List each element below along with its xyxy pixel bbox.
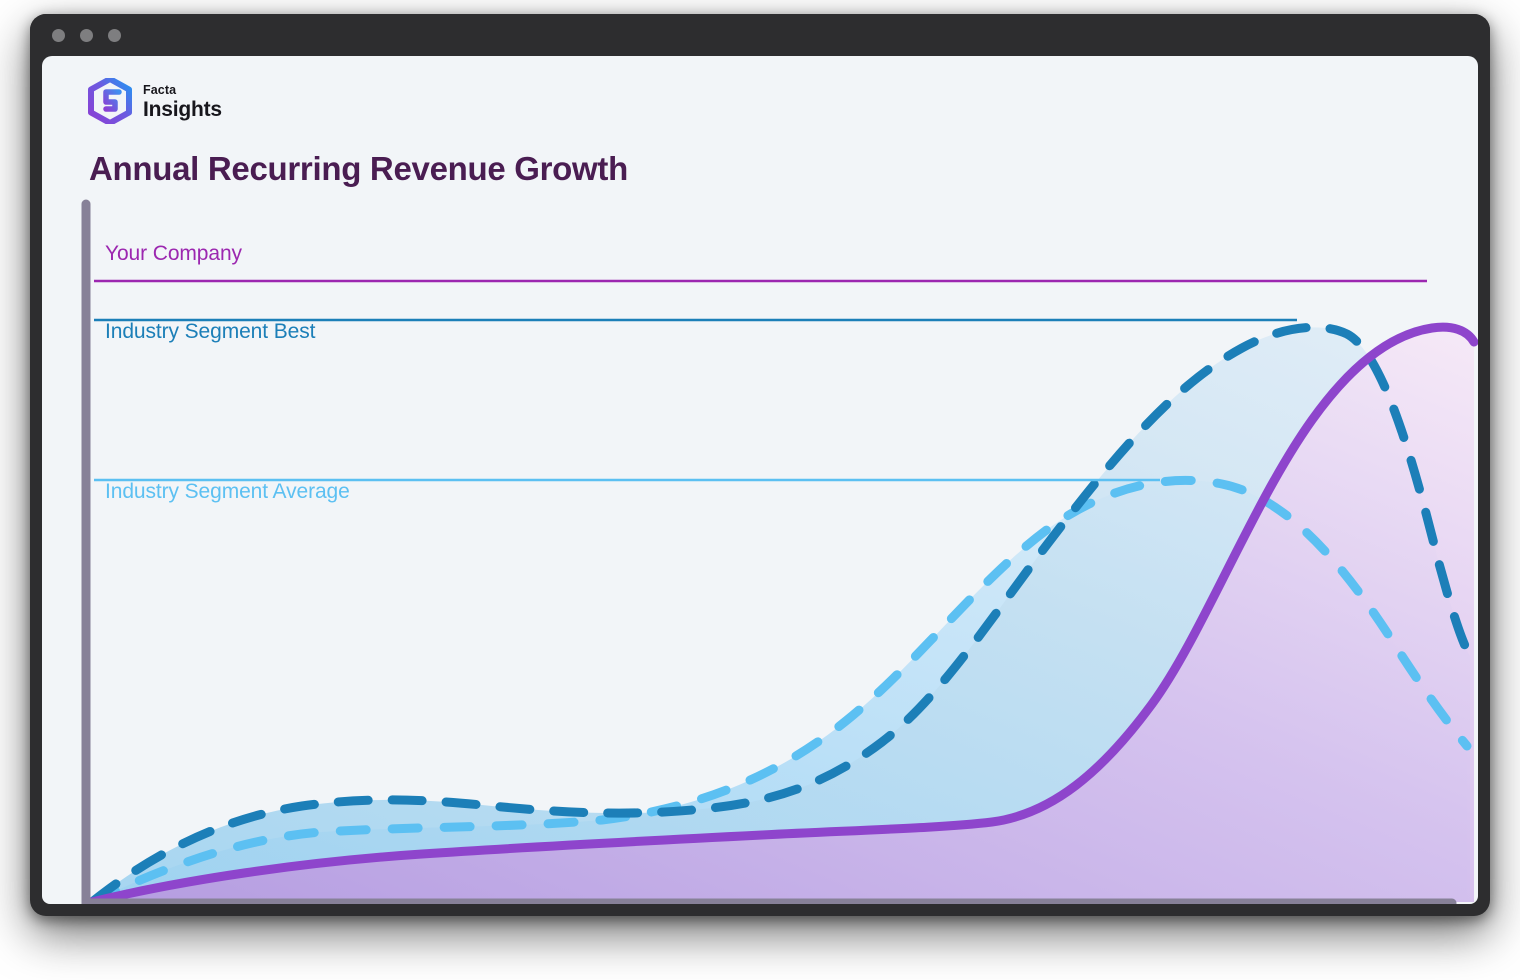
legend-label-industry-best: Industry Segment Best xyxy=(105,320,316,343)
legend-label-your-company: Your Company xyxy=(105,242,242,265)
arr-growth-chart: Your Company Industry Segment Best Indus… xyxy=(42,56,1478,904)
maximize-icon[interactable] xyxy=(108,28,121,42)
app-window: Facta Insights Annual Recurring Revenue … xyxy=(30,14,1490,916)
line-industry-average xyxy=(87,475,1472,904)
brand-wordmark: Facta Insights xyxy=(143,82,222,121)
close-icon[interactable] xyxy=(52,28,65,42)
window-content: Facta Insights Annual Recurring Revenue … xyxy=(42,56,1478,904)
brand-name-bottom: Insights xyxy=(143,98,222,122)
facta-hexagon-logo-icon xyxy=(88,78,132,124)
minimize-icon[interactable] xyxy=(80,28,93,42)
legend-label-industry-average: Industry Segment Average xyxy=(105,480,350,503)
brand-name-top: Facta xyxy=(143,82,177,97)
chart-canvas xyxy=(81,199,1478,904)
area-fill-your-company xyxy=(92,327,1474,902)
window-titlebar[interactable] xyxy=(30,14,1490,56)
line-industry-best xyxy=(87,322,1475,904)
page-title: Annual Recurring Revenue Growth xyxy=(89,150,628,187)
line-your-company xyxy=(87,322,1478,904)
brand-logo[interactable]: Facta Insights xyxy=(88,78,222,124)
